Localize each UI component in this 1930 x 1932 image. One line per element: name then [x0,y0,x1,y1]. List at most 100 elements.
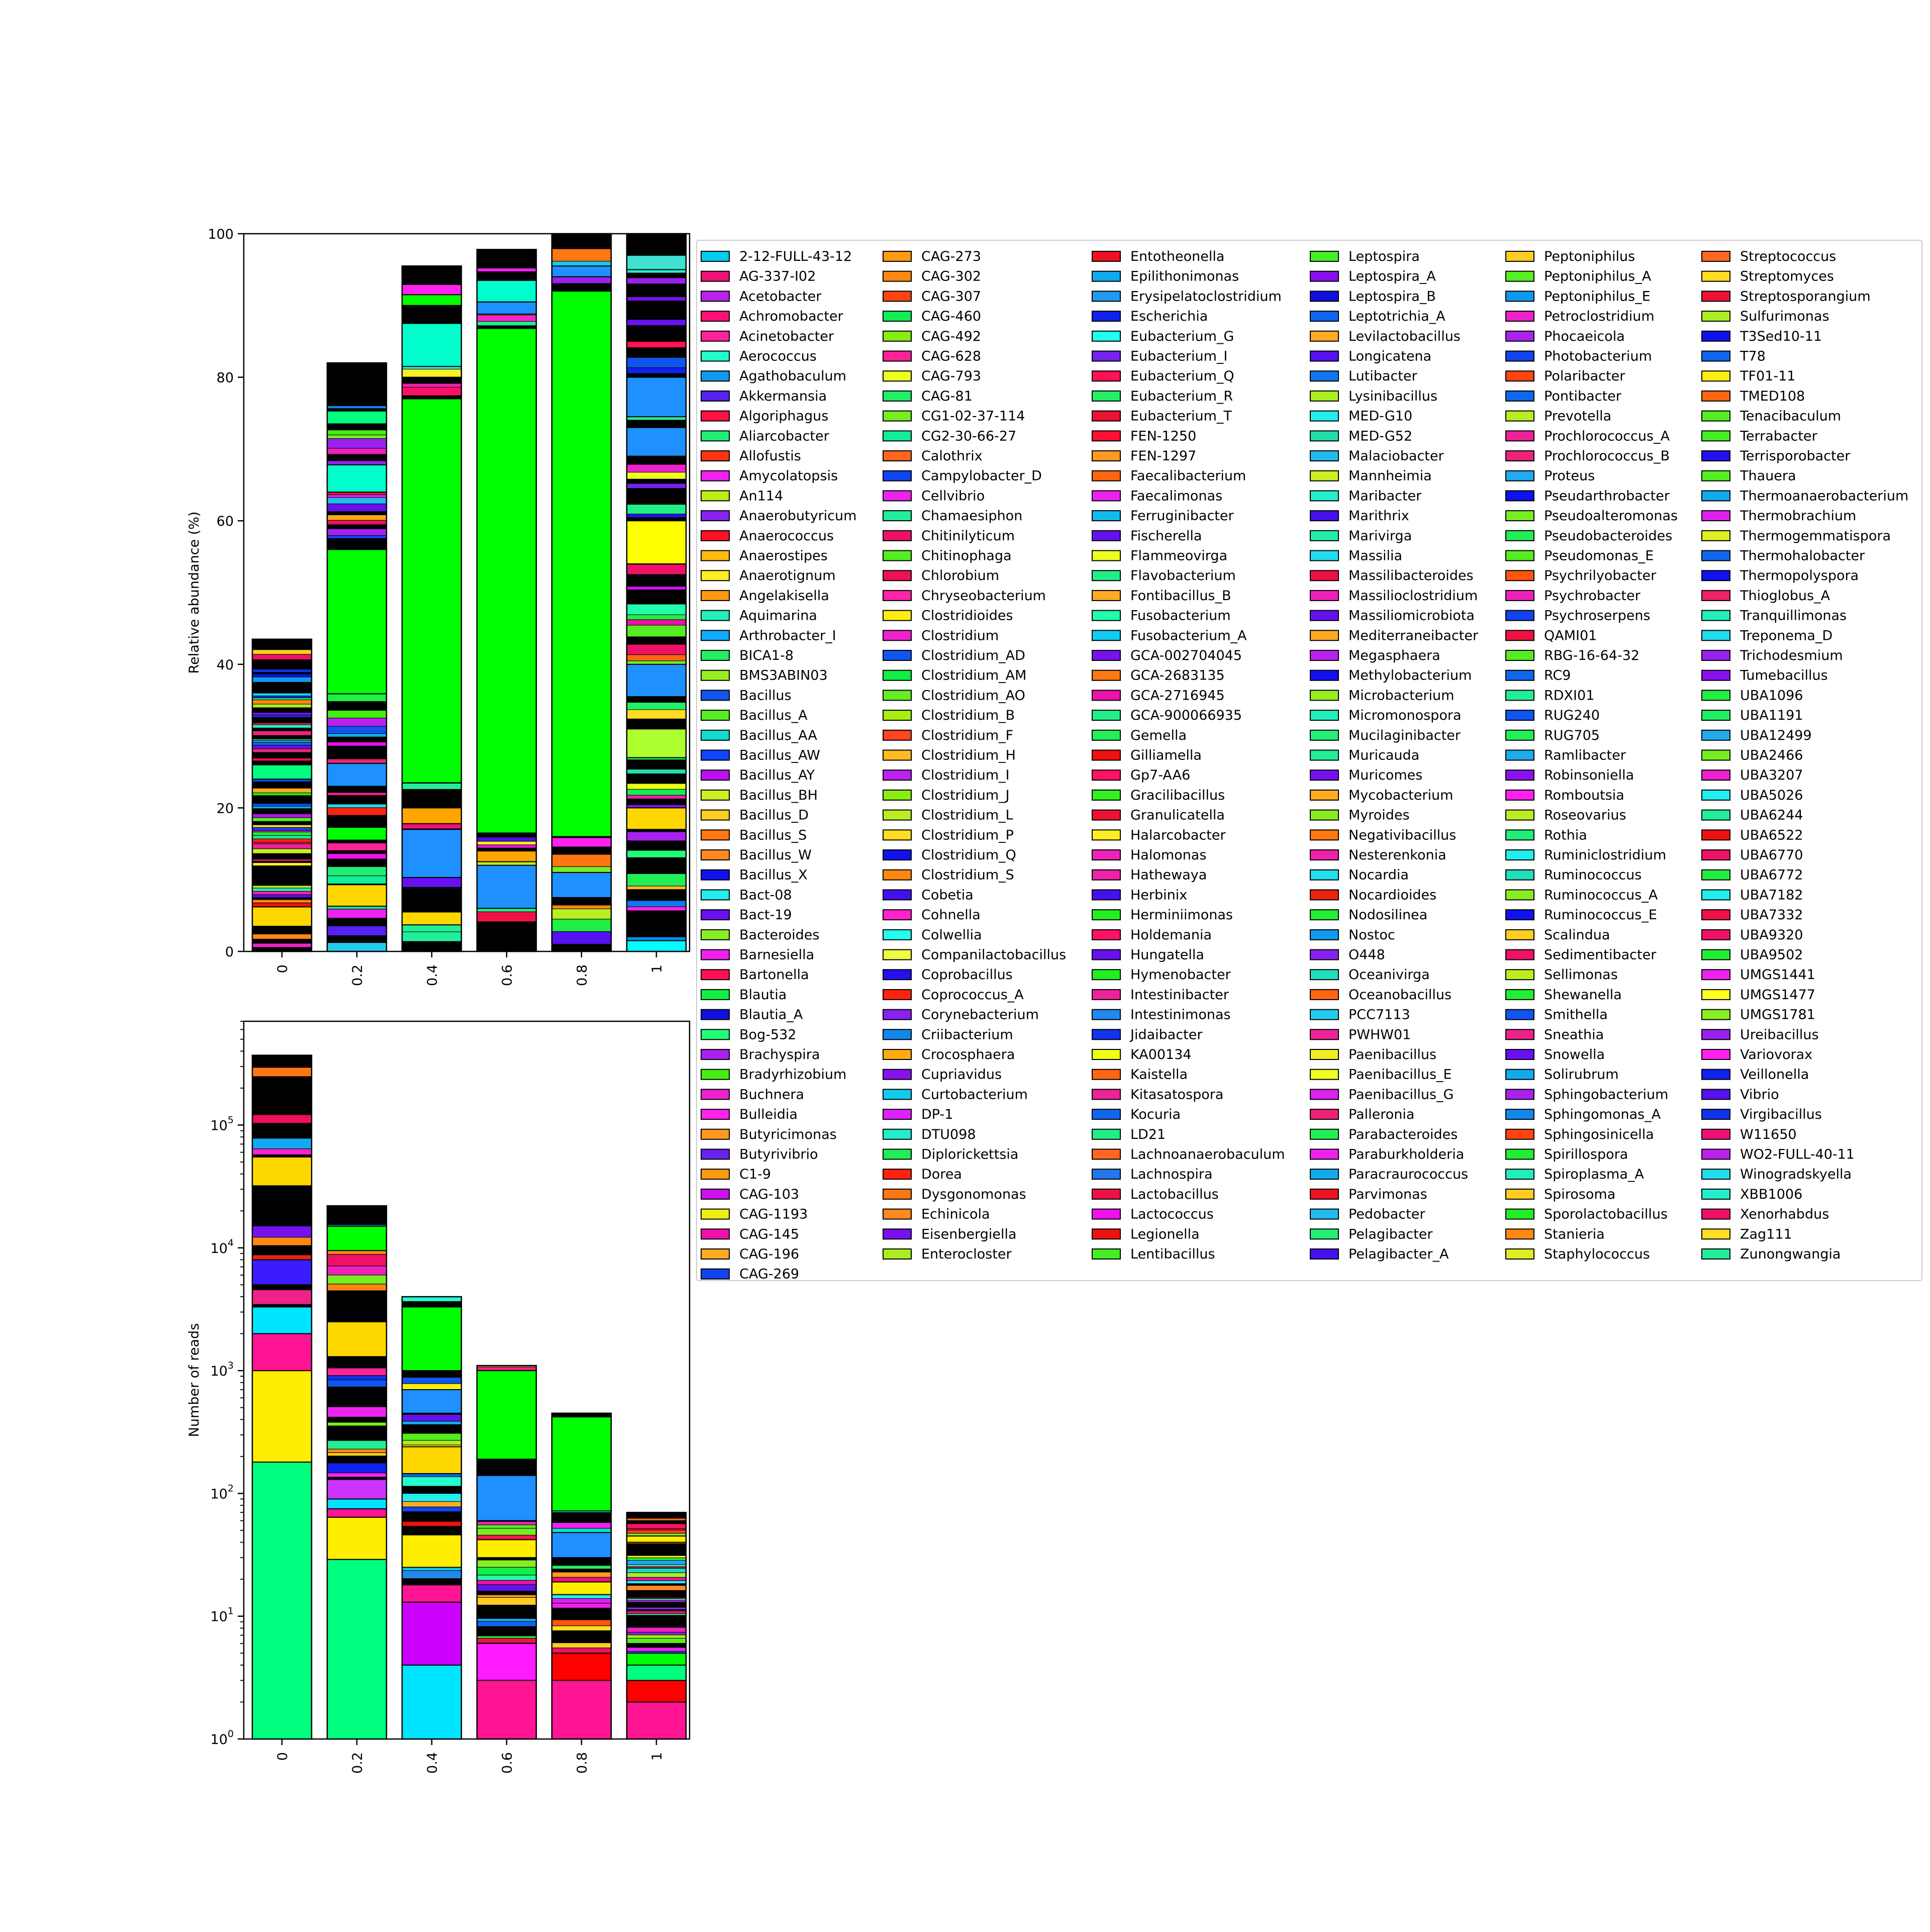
bar-stripe-0-5-41 [626,614,687,620]
legend-label-235: Ruminiclostridium [1544,847,1666,863]
bar-segment-1-2-0 [402,1664,462,1740]
legend-swatch-61 [883,430,912,442]
legend-swatch-211 [1505,370,1534,382]
legend-label-250: Spirillospora [1544,1147,1628,1163]
legend-label-83: Clostridium_S [921,867,1014,883]
bar-stripe-0-0-63 [252,735,312,738]
legend-swatch-272 [1701,570,1730,582]
bar-stripe-1-4-23 [551,1619,612,1626]
legend-label-208: Petroclostridium [1544,309,1655,324]
bar-segment-1-3-3 [476,1475,537,1521]
legend-label-140: Intestinibacter [1130,987,1229,1003]
legend-swatch-58 [883,370,912,382]
legend-swatch-249 [1505,1128,1534,1140]
bar-stripe-1-3-49 [476,1471,537,1476]
legend-label-28: Bacillus_D [739,808,809,823]
legend-swatch-179 [1310,749,1339,761]
legend-label-33: Bact-19 [739,907,792,923]
bar-stripe-0-0-88 [252,649,312,655]
legend-label-146: Kocuria [1130,1107,1181,1122]
legend-label-67: Chitinophaga [921,548,1012,564]
bar-segment-0-0-1 [252,764,312,780]
legend-label-299: Virgibacillus [1740,1107,1822,1122]
legend-swatch-304 [1701,1208,1730,1220]
legend-swatch-43 [701,1109,730,1120]
bar-stripe-0-2-82 [402,273,462,285]
bar-stripe-0-0-55 [252,755,312,758]
bar-stripe-0-5-78 [626,325,687,334]
legend-swatch-271 [1701,550,1730,561]
bar-stripe-0-5-5 [626,906,687,911]
legend-label-279: UBA1191 [1740,708,1803,723]
bar-stripe-1-5-60 [626,1545,687,1551]
bar-segment-1-4-3 [551,1532,612,1559]
legend-swatch-285 [1701,829,1730,841]
bar-stripe-0-0-67 [252,722,312,725]
legend-label-37: Blautia [739,987,787,1003]
bar-segment-1-1-2 [327,1508,387,1518]
legend-swatch-232 [1505,789,1534,801]
legend-label-163: MED-G52 [1348,428,1412,444]
legend-label-159: Longicatena [1348,349,1431,364]
bar-stripe-1-5-43 [626,1600,687,1603]
bar-segment-1-1-4 [327,1479,387,1500]
bar-stripe-1-3-21 [476,1621,537,1627]
bar-stripe-1-4-18 [551,1648,612,1654]
bar-stripe-0-0-16 [252,888,312,892]
legend-label-214: Prochlorococcus_A [1544,428,1670,444]
bar-stripe-0-5-85 [626,277,687,284]
legend-label-60: CG1-02-37-114 [921,409,1025,424]
bar-stripe-0-0-47 [252,783,312,789]
bar-stripe-1-5-57 [626,1557,687,1561]
bar-stripe-1-1-47 [327,1386,387,1398]
legend-swatch-243 [1505,1009,1534,1020]
bar-stripe-0-0-18 [252,881,312,886]
legend-swatch-11 [701,470,730,481]
bar-stripe-0-5-12 [626,857,687,862]
legend-swatch-177 [1310,710,1339,721]
bar-stripe-1-2-41 [402,1476,462,1487]
bar-stripe-0-2-20 [402,783,462,790]
legend-swatch-136 [1092,909,1121,921]
bar-stripe-0-0-2 [252,938,312,944]
legend-swatch-78 [883,769,912,781]
legend-label-133: Halomonas [1130,847,1206,863]
legend-label-32: Bact-08 [739,887,792,903]
legend-swatch-68 [883,570,912,582]
bar-stripe-1-3-51 [476,1460,537,1464]
bar-stripe-1-0-54 [252,1197,312,1213]
bar-stripe-0-0-14 [252,894,312,898]
legend-label-95: DP-1 [921,1107,953,1122]
legend-label-241: Sellimonas [1544,967,1618,983]
legend-label-7: Akkermansia [739,389,827,404]
bar-stripe-0-5-15 [626,831,687,841]
legend-swatch-160 [1310,370,1339,382]
legend-swatch-240 [1505,949,1534,960]
legend-swatch-122 [1092,630,1121,641]
bar-stripe-0-3-82 [476,321,537,326]
legend-swatch-158 [1310,330,1339,342]
legend-label-66: Chitinilyticum [921,528,1015,544]
bar-stripe-1-3-26 [476,1594,537,1598]
bar-stripe-0-5-22 [626,783,687,790]
bar-segment-1-4-2 [551,1581,612,1595]
legend-swatch-173 [1310,630,1339,641]
legend-label-153: Lentibacillus [1130,1246,1215,1262]
legend-swatch-169 [1310,550,1339,561]
legend-swatch-221 [1505,570,1534,582]
legend-swatch-250 [1505,1148,1534,1160]
legend-swatch-252 [1505,1188,1534,1200]
bar-stripe-0-5-45 [626,586,687,591]
bar-stripe-1-0-55 [252,1184,312,1198]
legend-label-301: WO2-FULL-40-11 [1740,1147,1855,1163]
legend-label-217: Pseudarthrobacter [1544,488,1670,504]
legend-swatch-267 [1701,470,1730,481]
bar-segment-0-5-5 [626,427,687,457]
legend-swatch-72 [883,650,912,661]
legend-swatch-251 [1505,1169,1534,1180]
bar-segment-0-5-2 [626,728,687,758]
legend-label-94: Curtobacterium [921,1087,1028,1102]
legend-label-42: Buchnera [739,1087,804,1102]
legend-swatch-83 [883,869,912,881]
bar-stripe-1-0-69 [252,1055,312,1062]
